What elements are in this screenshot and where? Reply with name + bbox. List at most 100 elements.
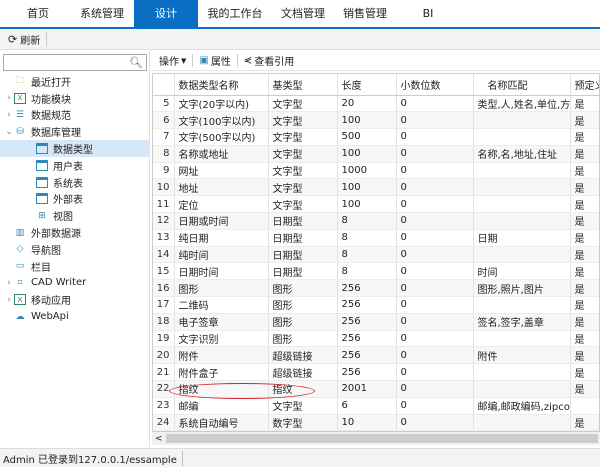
table-cell: 日期型: [268, 262, 338, 281]
tab-2[interactable]: 设计: [134, 0, 198, 27]
table-row[interactable]: 6 文字(100字以内) 文字型 100 0 是: [153, 111, 599, 130]
column-header[interactable]: 数据类型名称: [174, 74, 269, 96]
table-cell: 文字识别: [174, 330, 269, 348]
tab-4[interactable]: 文档管理: [281, 7, 325, 20]
table-row[interactable]: 20 附件 超级链接 256 0 附件是: [153, 346, 599, 365]
column-header[interactable]: 名称匹配: [473, 74, 571, 96]
tab-5[interactable]: 销售管理: [343, 7, 387, 20]
table-row[interactable]: 18 电子签章 图形 256 0 签名,签字,盖章是: [153, 313, 599, 331]
tree-item[interactable]: ⊞ 视图: [0, 207, 150, 224]
tree-item[interactable]: 数据类型: [0, 140, 150, 157]
table-row[interactable]: 14 纯时间 日期型 8 0 是: [153, 246, 599, 264]
chevron-right-icon[interactable]: ›: [7, 277, 11, 288]
table-cell: 文字型: [268, 95, 338, 113]
table-cell: 日期: [473, 229, 571, 247]
table-row[interactable]: 19 文字识别 图形 256 0 是: [153, 330, 599, 348]
table-cell: 0: [396, 296, 474, 314]
properties-button[interactable]: ▣ 属性: [199, 55, 231, 68]
tree-item[interactable]: ⌄ ⛁ 数据库管理: [0, 123, 150, 140]
tree-item[interactable]: 系统表: [0, 174, 150, 191]
tree-item[interactable]: ◇ 导航图: [0, 241, 150, 258]
tree-item[interactable]: › X 移动应用: [0, 291, 150, 308]
table-row[interactable]: 22 指纹 指纹 2001 0 是: [153, 380, 599, 398]
row-number: 21: [153, 363, 175, 382]
table-cell: 文字型: [268, 128, 338, 146]
table-cell: 0: [396, 330, 474, 348]
table-cell: 是: [570, 195, 599, 214]
operate-dropdown[interactable]: 操作 ▼: [159, 56, 187, 69]
tab-3[interactable]: 我的工作台: [207, 7, 263, 20]
tree-item[interactable]: ☁ WebApi: [0, 308, 150, 325]
scrollbar-thumb[interactable]: [166, 434, 598, 443]
table-cell: 8: [337, 262, 397, 281]
table-cell: 500: [337, 128, 397, 146]
table-row[interactable]: 10 地址 文字型 100 0 是: [153, 178, 599, 197]
scroll-left-icon[interactable]: <: [155, 433, 163, 444]
column-header[interactable]: 预定义: [570, 74, 599, 96]
table-cell: 是: [570, 128, 599, 146]
horizontal-scrollbar[interactable]: <: [152, 432, 600, 445]
table-row[interactable]: 5 文字(20字以内) 文字型 20 0 类型,人,姓名,单位,方式是: [153, 95, 599, 113]
table-row[interactable]: 15 日期时间 日期型 8 0 时间是: [153, 262, 599, 281]
table-row[interactable]: 9 网址 文字型 1000 0 是: [153, 162, 599, 180]
table-cell: 是: [570, 229, 599, 247]
chevron-right-icon[interactable]: ›: [7, 109, 11, 120]
tree-item[interactable]: ▥ 外部数据源: [0, 224, 150, 241]
tree-item[interactable]: › X 功能模块: [0, 90, 150, 107]
table-cell: 256: [337, 330, 397, 348]
table-cell: 是: [570, 145, 599, 163]
tree-item[interactable]: 用户表: [0, 157, 150, 174]
table-row[interactable]: 11 定位 文字型 100 0 是: [153, 195, 599, 214]
column-header[interactable]: 小数位数: [396, 74, 474, 96]
table-cell: 是: [570, 414, 599, 431]
tree-item[interactable]: 外部表: [0, 191, 150, 208]
column-header[interactable]: [153, 74, 175, 96]
search-input[interactable]: [4, 55, 124, 70]
tree-item[interactable]: › ☰ 数据规范: [0, 107, 150, 124]
row-number: 8: [153, 145, 175, 163]
column-header[interactable]: 基类型: [268, 74, 338, 96]
refresh-button[interactable]: ⟳ 刷新: [8, 31, 48, 47]
tree-item[interactable]: ▭ 栏目: [0, 258, 150, 275]
table-row[interactable]: 13 纯日期 日期型 8 0 日期是: [153, 229, 599, 247]
tab-0[interactable]: 首页: [27, 7, 49, 20]
chart-icon: ▥: [15, 227, 25, 238]
table-cell: 系统自动编号: [174, 414, 269, 431]
table-cell: [473, 178, 571, 197]
chevron-right-icon[interactable]: ›: [7, 294, 11, 305]
row-number: 6: [153, 111, 175, 130]
chevron-down-icon[interactable]: ⌄: [5, 126, 13, 137]
table-cell: 是: [570, 212, 599, 230]
table-row[interactable]: 7 文字(500字以内) 文字型 500 0 是: [153, 128, 599, 146]
table-cell: [473, 380, 571, 398]
table-cell: 定位: [174, 195, 269, 214]
tab-1[interactable]: 系统管理: [80, 7, 124, 20]
divider: [192, 54, 194, 67]
table-row[interactable]: 8 名称或地址 文字型 100 0 名称,名,地址,住址是: [153, 145, 599, 163]
table-cell: [473, 296, 571, 314]
table-cell: [570, 397, 599, 415]
column-header[interactable]: 长度: [337, 74, 397, 96]
table-row[interactable]: 16 图形 图形 256 0 图形,照片,图片是: [153, 279, 599, 298]
tree-item[interactable]: › ⌗ CAD Writer: [0, 275, 150, 292]
tab-6[interactable]: BI: [422, 7, 434, 20]
table-row[interactable]: 24 系统自动编号 数字型 10 0 是: [153, 414, 599, 431]
share-icon: ⋞: [243, 55, 253, 66]
table-cell: 日期时间: [174, 262, 269, 281]
row-number: 5: [153, 95, 175, 113]
tree-item[interactable]: 🗀 最近打开: [0, 73, 150, 90]
table-cell: 是: [570, 246, 599, 264]
table-cell: 100: [337, 195, 397, 214]
chevron-right-icon[interactable]: ›: [7, 93, 11, 104]
tree-item-label: 栏目: [31, 262, 51, 274]
search-icon[interactable]: 🔍︎: [129, 56, 143, 69]
table-row[interactable]: 12 日期或时间 日期型 8 0 是: [153, 212, 599, 230]
view-references-button[interactable]: ⋞ 查看引用: [243, 55, 295, 68]
table-row[interactable]: 17 二维码 图形 256 0 是: [153, 296, 599, 314]
navigation-tree: 🗀 最近打开 › X 功能模块 › ☰ 数据规范 ⌄ ⛁ 数据库管理 数据类型 用户表 系统表 外部表 ⊞ 视图…: [0, 73, 150, 325]
table-row[interactable]: 21 附件盒子 超级链接 256 0 是: [153, 363, 599, 382]
row-number: 11: [153, 195, 175, 214]
table-cell: 0: [396, 414, 474, 431]
database-icon: ⛁: [16, 126, 24, 137]
